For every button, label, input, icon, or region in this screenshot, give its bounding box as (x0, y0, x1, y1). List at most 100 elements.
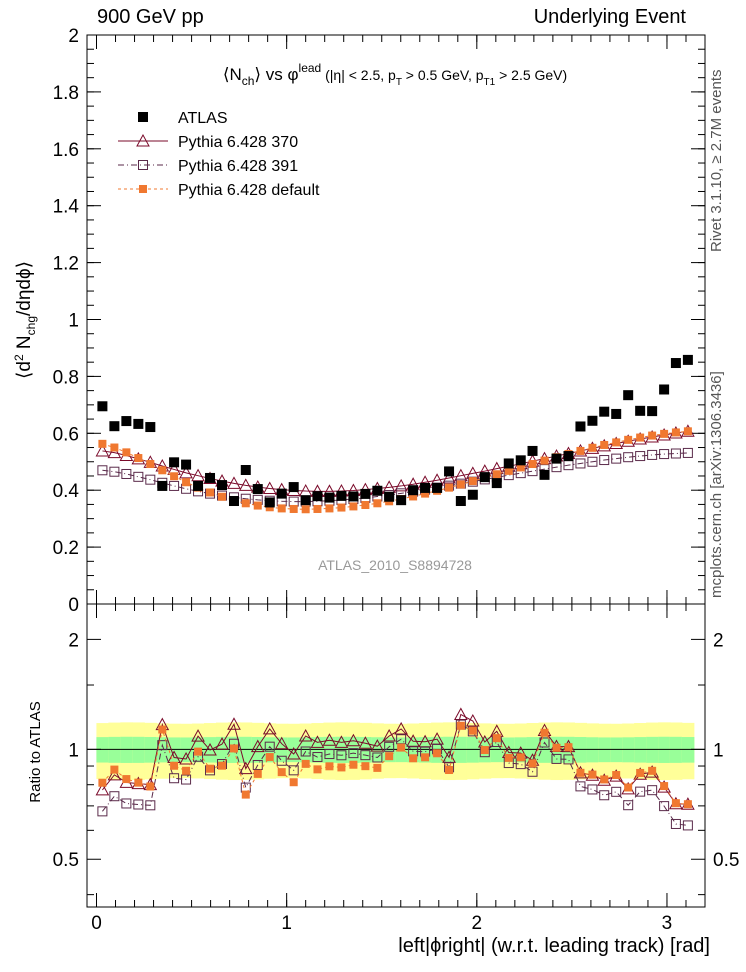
ratio-series-point (262, 721, 277, 735)
series-point (170, 472, 179, 481)
main-y-tick-label: 0 (68, 595, 79, 616)
series-point (134, 454, 143, 463)
series-point (587, 456, 598, 467)
atlas-data-point (611, 408, 622, 419)
x-tick-label: 0 (91, 913, 102, 934)
ratio-series-point (551, 753, 562, 764)
series-point (98, 439, 107, 448)
series-point (373, 499, 382, 508)
ratio-series-point (277, 768, 286, 777)
ratio-series-point (563, 754, 574, 765)
x-tick-label: 2 (472, 913, 483, 934)
atlas-data-point (444, 466, 455, 477)
series-point (442, 470, 456, 484)
atlas-data-point (276, 488, 287, 499)
ratio-series-point (253, 769, 262, 778)
ratio-series-point (324, 749, 335, 760)
ratio-series-point (146, 782, 155, 791)
series-point (145, 474, 156, 485)
x-tick-label: 3 (662, 913, 673, 934)
series-point (576, 446, 585, 455)
ratio-series-point (276, 755, 287, 766)
ratio-series-point (540, 728, 549, 737)
series-point (394, 478, 408, 492)
ratio-series-point (373, 763, 382, 772)
series-point (575, 458, 586, 469)
main-y-tick-label: 1.6 (53, 140, 79, 161)
ratio-series-point (348, 748, 359, 759)
ratio-series-point (346, 733, 361, 747)
series-point (421, 489, 430, 498)
ratio-series-point (264, 741, 275, 752)
main-y-tick-label: 1.2 (53, 254, 79, 275)
ratio-y-tick-label-right: 2 (713, 630, 724, 651)
series-point (146, 460, 155, 469)
ratio-series-point (191, 729, 205, 742)
ratio-series-point (670, 818, 681, 829)
atlas-data-point (670, 358, 681, 369)
series-line (102, 430, 688, 510)
inner-band-segment (144, 736, 157, 763)
ratio-series-point (145, 800, 156, 811)
ratio-series-point (301, 759, 310, 768)
series-point (683, 427, 692, 436)
atlas-data-point (635, 405, 646, 416)
x-axis-label: left|ϕright| (w.r.t. leading track) [rad… (398, 935, 710, 957)
ratio-series-point (372, 752, 383, 763)
ratio-y-tick-label-right: 0.5 (713, 850, 739, 871)
inner-band-segment (669, 736, 683, 763)
ratio-series-point (194, 747, 203, 756)
legend-marker (138, 112, 148, 122)
ratio-series-point (336, 750, 347, 761)
inner-band-segment (646, 736, 659, 763)
atlas-data-point (193, 480, 204, 491)
series-point (121, 468, 132, 479)
ratio-series-point (539, 737, 550, 748)
ratio-series-point (206, 764, 215, 773)
ratio-y-tick-label: 2 (68, 630, 79, 651)
ratio-series-point (564, 743, 573, 752)
ratio-series-point (647, 785, 658, 796)
ratio-series-point (181, 774, 192, 785)
watermark-analysis-id: ATLAS_2010_S8894728 (318, 557, 472, 573)
ratio-series-point (397, 743, 406, 752)
ratio-series-point (635, 786, 646, 797)
ratio-series-group (95, 707, 695, 831)
inner-band-segment (454, 736, 468, 763)
main-y-tick-label: 1 (68, 311, 79, 332)
series-point (456, 480, 465, 489)
ratio-series-point (671, 799, 680, 808)
ratio-series-point (409, 754, 418, 763)
main-plot-frame: 0 0.2 0.4 0.6 0.8 1 1.2 1.4 1.6 1.8 2 (53, 26, 706, 616)
ratio-series-point (456, 721, 465, 730)
series-point (179, 465, 193, 479)
ratio-series-point (203, 742, 217, 756)
series-point (492, 470, 501, 479)
atlas-data-point (121, 416, 132, 427)
ratio-series-point (599, 790, 610, 801)
series-point (301, 505, 310, 514)
series-point (504, 466, 513, 475)
inner-band-segment (538, 736, 551, 763)
atlas-data-point (396, 495, 407, 506)
ratio-series-point (349, 760, 358, 769)
atlas-data-point (479, 472, 490, 483)
ratio-series-point (313, 765, 322, 774)
atlas-data-point (169, 457, 180, 468)
inner-band-segment (251, 736, 265, 763)
series-point (325, 504, 334, 513)
ratio-series-point (300, 746, 311, 757)
series-point (109, 466, 120, 477)
series-point (682, 447, 693, 458)
atlas-data-point (264, 497, 275, 508)
ratio-series-point (107, 767, 122, 781)
ratio-series-point (683, 800, 692, 809)
ratio-series-point (229, 744, 238, 753)
atlas-data-point (623, 390, 634, 401)
ratio-series-point (250, 739, 265, 753)
ratio-series-point (385, 752, 394, 761)
ratio-series-point (157, 740, 168, 751)
ratio-series-point (215, 737, 229, 750)
header-left: 900 GeV pp (97, 6, 204, 28)
atlas-data-point (228, 496, 239, 507)
